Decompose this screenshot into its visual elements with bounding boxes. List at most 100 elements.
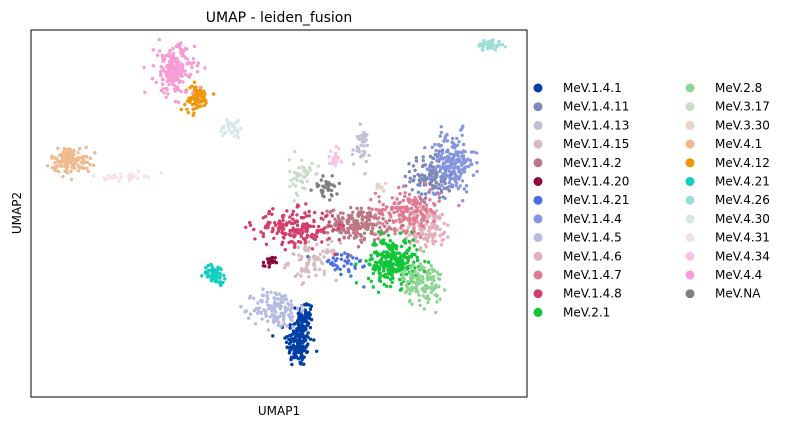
data-point — [409, 265, 413, 269]
data-point — [310, 161, 314, 166]
data-point — [430, 267, 434, 271]
data-point — [398, 200, 402, 205]
legend-marker — [685, 270, 695, 280]
data-point — [403, 262, 407, 266]
data-point — [330, 214, 335, 218]
data-point — [252, 227, 256, 232]
data-point — [378, 225, 382, 230]
data-point — [407, 239, 411, 244]
data-point — [378, 266, 382, 270]
data-point — [394, 255, 398, 259]
data-point — [457, 150, 461, 154]
data-point — [416, 231, 421, 236]
data-point — [333, 217, 337, 221]
data-point — [353, 266, 357, 270]
data-point — [300, 282, 304, 286]
data-point — [160, 53, 164, 58]
data-point — [282, 232, 286, 236]
data-point — [388, 239, 392, 243]
legend-label: MeV.1.4.11 — [563, 100, 629, 114]
data-point — [439, 154, 443, 158]
data-point — [478, 42, 483, 47]
data-point — [377, 216, 381, 220]
data-point — [431, 242, 435, 246]
data-point — [159, 89, 163, 93]
data-point — [227, 127, 231, 131]
legend-label: MeV.1.4.5 — [563, 231, 622, 245]
data-point — [393, 252, 398, 256]
data-point — [416, 172, 420, 177]
data-point — [445, 139, 450, 143]
data-point — [307, 275, 311, 279]
data-point — [285, 222, 289, 227]
data-point — [411, 202, 415, 207]
data-point — [142, 65, 146, 70]
data-point — [400, 264, 404, 268]
data-point — [439, 188, 444, 193]
data-point — [434, 283, 438, 287]
data-point — [265, 257, 270, 261]
data-point — [285, 324, 289, 328]
data-point — [468, 158, 473, 163]
data-point — [192, 97, 196, 101]
data-point — [411, 178, 415, 183]
data-point — [333, 163, 337, 168]
data-point — [452, 166, 456, 170]
data-point — [391, 241, 395, 245]
data-point — [306, 262, 310, 266]
data-point — [329, 161, 333, 166]
data-point — [204, 265, 208, 270]
data-point — [430, 160, 434, 165]
data-point — [297, 325, 301, 330]
data-point — [325, 209, 329, 213]
legend-label: MeV.1.4.7 — [563, 268, 622, 282]
data-point — [291, 329, 296, 333]
data-point — [162, 91, 166, 95]
data-point — [252, 296, 256, 300]
data-point — [463, 166, 467, 170]
data-point — [154, 80, 158, 85]
data-point — [385, 284, 389, 288]
scatter-points — [45, 38, 507, 367]
data-point — [80, 166, 85, 170]
chart-title: UMAP - leiden_fusion — [206, 10, 353, 26]
series-MeV.4.1 — [45, 145, 97, 182]
data-point — [430, 156, 435, 160]
legend-item: MeV.1.4.8 — [533, 287, 622, 301]
data-point — [195, 96, 200, 101]
data-point — [173, 74, 177, 78]
data-point — [346, 213, 351, 218]
data-point — [454, 159, 458, 163]
data-point — [347, 269, 351, 274]
data-point — [367, 223, 371, 227]
data-point — [406, 197, 410, 201]
data-point — [423, 181, 427, 185]
data-point — [312, 338, 316, 342]
data-point — [288, 215, 292, 219]
data-point — [437, 284, 441, 288]
data-point — [270, 212, 274, 216]
legend-marker — [685, 102, 695, 112]
data-point — [428, 181, 432, 186]
data-point — [287, 314, 292, 319]
data-point — [308, 325, 313, 330]
data-point — [411, 281, 415, 285]
data-point — [422, 175, 427, 179]
data-point — [429, 263, 433, 268]
data-point — [76, 169, 81, 173]
data-point — [55, 160, 60, 164]
data-point — [244, 225, 248, 229]
data-point — [431, 269, 435, 274]
data-point — [424, 203, 429, 207]
data-point — [285, 209, 289, 213]
data-point — [387, 225, 391, 229]
data-point — [431, 184, 435, 188]
data-point — [421, 280, 425, 284]
data-point — [434, 175, 439, 179]
data-point — [420, 232, 425, 236]
data-point — [434, 148, 438, 153]
data-point — [371, 285, 375, 289]
data-point — [306, 342, 310, 346]
data-point — [418, 205, 422, 209]
